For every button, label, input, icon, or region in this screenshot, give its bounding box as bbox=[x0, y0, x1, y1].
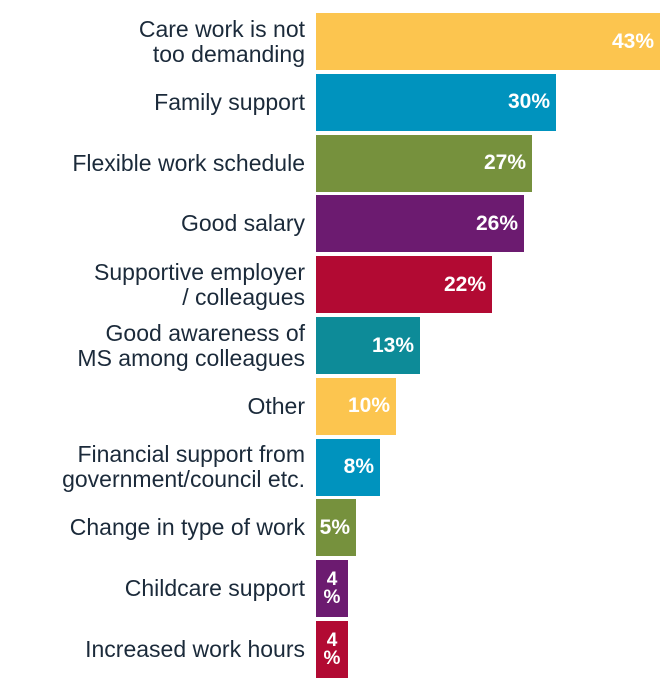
value-label: 22% bbox=[443, 272, 486, 296]
category-label: Good salary bbox=[180, 210, 305, 237]
bar bbox=[316, 195, 524, 253]
category-label: Other bbox=[247, 392, 305, 419]
bar-chart: Care work is not too demanding 43% Family s… bbox=[62, 13, 660, 678]
bar bbox=[316, 134, 532, 192]
value-label: 43% bbox=[611, 29, 654, 53]
value-label: 5% bbox=[319, 515, 350, 539]
value-label: 30% bbox=[507, 90, 550, 114]
bar bbox=[316, 13, 660, 70]
bar bbox=[316, 560, 348, 618]
category-label: Flexible work schedule bbox=[72, 149, 305, 176]
value-label: 10% bbox=[347, 394, 390, 418]
bar bbox=[316, 317, 420, 374]
value-label: 13% bbox=[371, 333, 414, 357]
value-label: 4% bbox=[323, 568, 341, 608]
value-label: 27% bbox=[483, 151, 526, 175]
category-label: Supportive employer / colleagues bbox=[94, 258, 305, 310]
value-label: 4% bbox=[323, 629, 341, 669]
value-label: 26% bbox=[475, 211, 518, 235]
bar bbox=[316, 73, 556, 131]
bar bbox=[316, 377, 396, 435]
category-label: Care work is not too demanding bbox=[138, 15, 305, 67]
category-label: Family support bbox=[154, 88, 305, 115]
category-label: Increased work hours bbox=[85, 636, 305, 662]
category-label: Good awareness of MS among colleagues bbox=[77, 319, 305, 371]
bar bbox=[316, 256, 492, 314]
category-label: Childcare support bbox=[124, 575, 305, 602]
category-label: Financial support from government/council… bbox=[62, 441, 305, 493]
bar bbox=[316, 438, 380, 496]
bar bbox=[316, 499, 356, 557]
value-label: 8% bbox=[343, 455, 374, 479]
category-label: Change in type of work bbox=[69, 514, 305, 541]
